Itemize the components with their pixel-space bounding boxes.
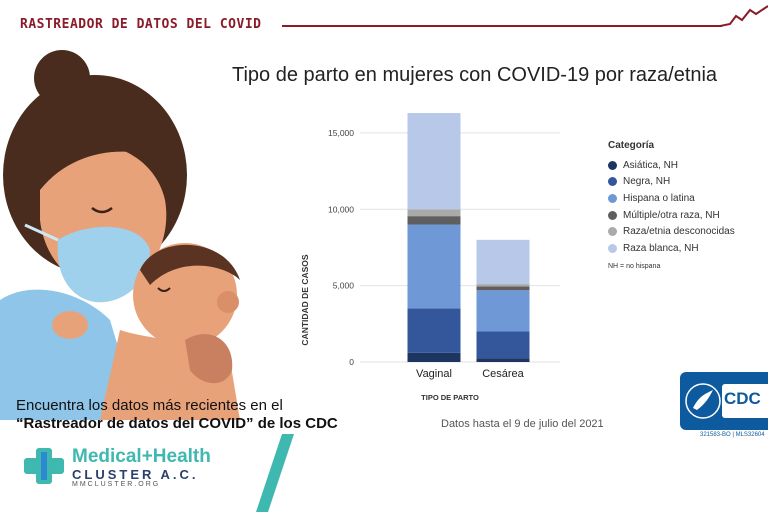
legend-swatch [608,210,617,220]
cdc-label: CDC [724,389,761,408]
data-date-note: Datos hasta el 9 de julio del 2021 [441,418,604,430]
bar-segment [476,239,530,285]
medical-cross-icon [24,448,64,484]
y-tick-label: 0 [349,357,354,367]
bar-segment [476,284,530,287]
legend-item: Asiática, NH [608,157,768,174]
chart-title: Tipo de parto en mujeres con COVID-19 po… [232,64,718,86]
legend-item: Raza blanca, NH [608,240,768,257]
legend-label: Raza/etnia desconocidas [623,226,735,238]
decorative-slash [256,434,294,512]
y-axis-label: CANTIDAD DE CASOS [300,254,310,345]
legend-item: Hispana o latina [608,190,768,207]
y-tick-label: 5,000 [333,281,355,291]
chart-legend: Categoría Asiática, NH Negra, NH Hispana o… [608,140,768,270]
cdc-badge: CDC [680,372,768,430]
header-banner: RASTREADOR DE DATOS DEL COVID [0,0,768,40]
cta-line-1: Encuentra los datos más recientes en el [16,397,283,414]
x-tick-label: Cesárea [482,368,524,380]
y-tick-label: 10,000 [328,204,354,214]
legend-swatch [608,160,617,170]
legend-item: Negra, NH [608,174,768,191]
mother-baby-illustration [0,50,240,420]
legend-note: NH = no hispana [608,262,661,270]
bar-segment [407,216,461,225]
bar-segment [476,286,530,291]
logo-subtitle: CLUSTER A.C. [72,467,199,482]
cta-line-2[interactable]: “Rastreador de datos del COVID” de los C… [16,415,338,432]
hhs-eagle-icon [685,383,721,419]
y-tick-label: 15,000 [328,128,354,138]
bar-segment [407,224,461,309]
legend-item: Raza/etnia desconocidas [608,223,768,240]
banner-title: RASTREADOR DE DATOS DEL COVID [20,17,262,32]
banner-divider [282,25,722,27]
cdc-label-box [722,384,768,418]
cdc-document-id: 321583-BO | MLS32604 [700,432,765,438]
bar-segment [407,113,461,210]
logo-url: MMCLUSTER.ORG [72,481,161,488]
logo-name: Medical+Health [72,446,211,467]
legend-label: Raza blanca, NH [623,242,699,254]
bar-segment [476,290,530,332]
legend-title: Categoría [608,140,655,151]
cta-text: Encuentra los datos más recientes en el … [16,397,366,433]
legend-label: Asiática, NH [623,159,679,171]
legend-swatch [608,227,617,237]
legend-item: Múltiple/otra raza, NH [608,207,768,224]
medical-health-cluster-logo: Medical+Health CLUSTER A.C. MMCLUSTER.OR… [22,446,222,490]
bar-segment [476,358,530,362]
legend-label: Múltiple/otra raza, NH [623,209,720,221]
legend-label: Hispana o latina [623,192,695,204]
bar-segment [407,209,461,217]
legend-swatch [608,193,617,203]
legend-label: Negra, NH [623,176,671,188]
bar-segment [476,331,530,359]
stacked-bar-chart: 0 5,000 10,000 15,000 Vaginal Cesárea CANTID… [300,113,560,402]
x-tick-label: Vaginal [416,368,452,380]
x-axis-label: TIPO DE PARTO [421,393,479,402]
bar-segment [407,308,461,353]
legend-swatch [608,243,617,253]
trend-line-icon [720,5,768,27]
bar-segment [407,352,461,362]
legend-swatch [608,177,617,187]
